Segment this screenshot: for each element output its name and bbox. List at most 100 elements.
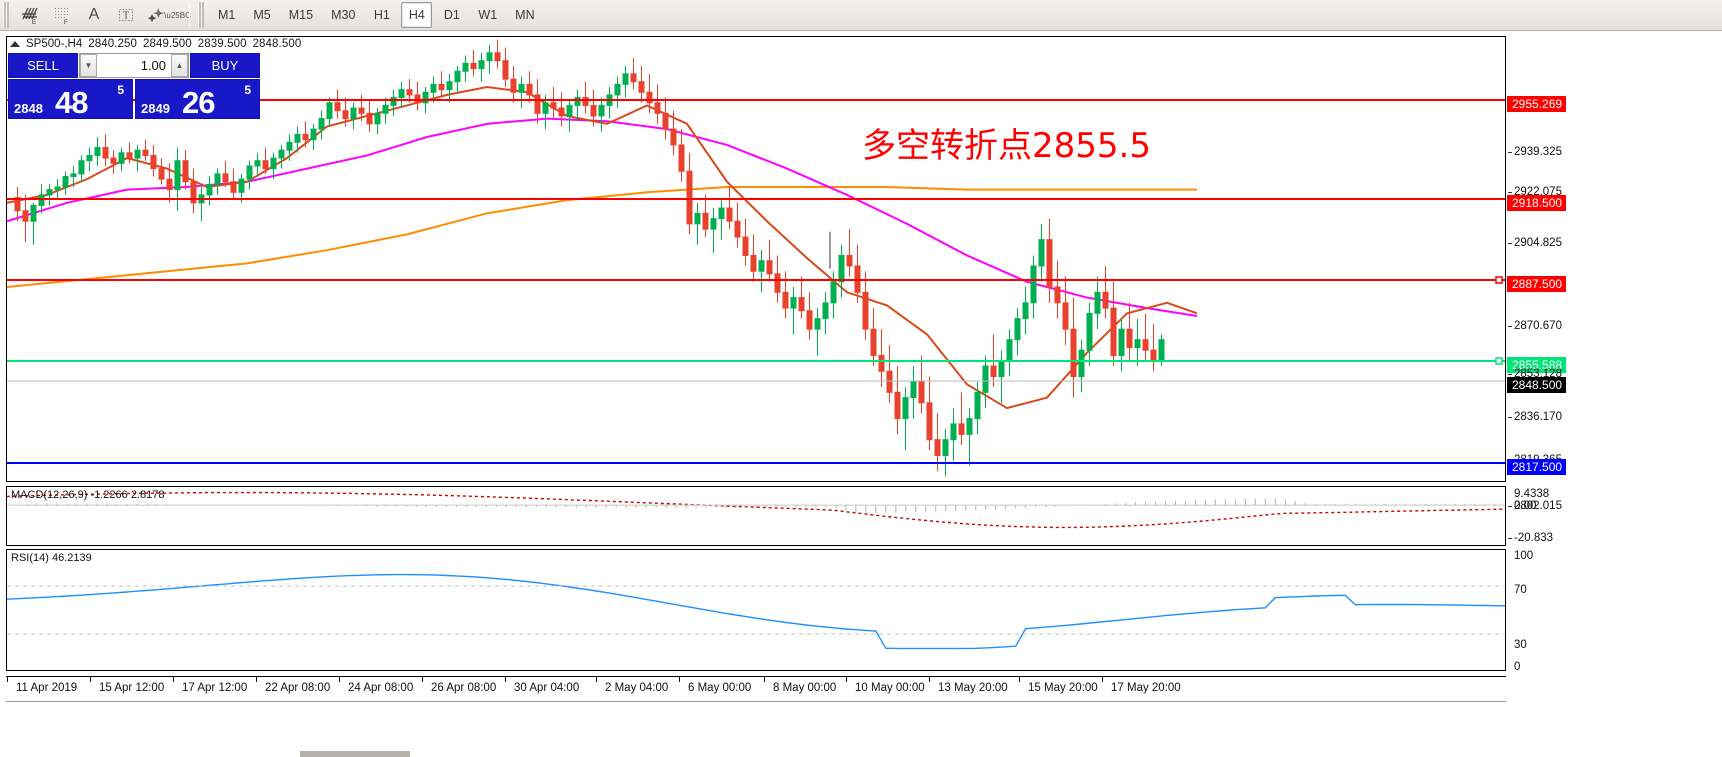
price-level-drag-handle[interactable] [1495,357,1503,365]
candlestick [102,134,109,166]
candlestick [1150,323,1157,372]
ohlc-open: 2840.250 [88,38,138,50]
candlestick [718,197,725,240]
candlestick [958,392,965,445]
candlestick [78,155,85,182]
bid-price-button[interactable]: 2848 48 5 [8,79,133,119]
timeframe-mn-button[interactable]: MN [515,8,535,22]
candlestick [470,50,477,77]
toolbar-drag-handle[interactable] [3,2,12,28]
candlestick [622,65,629,98]
timeframe-h1-button[interactable]: H1 [373,8,390,22]
candlestick [678,129,685,182]
macd-plot[interactable] [7,487,1505,545]
rsi-plot[interactable] [7,550,1505,670]
timeframe-m5-button[interactable]: M5 [253,8,271,22]
candlestick [302,121,309,148]
macd-panel[interactable]: MACD(12,26,9) -1.2266 2.8178 [6,486,1506,546]
text-tool-icon[interactable]: A [88,6,100,23]
price-level-label[interactable]: 2855.588 [1507,357,1567,373]
timeframe-m15-button[interactable]: M15 [288,8,314,22]
candlestick [262,147,269,174]
volume-increment-icon[interactable]: ▲ [171,54,188,77]
sell-button[interactable]: SELL [8,53,78,78]
rsi-y-axis: 100 70 30 0 [1506,549,1722,673]
candlestick [710,208,717,253]
candlestick [118,147,125,172]
candlestick [566,100,573,132]
time-tick-mark [929,677,930,682]
candlestick [1142,313,1149,361]
timeframe-w1-button[interactable]: W1 [478,8,498,22]
timeframe-h4-button[interactable]: H4 [401,2,433,28]
objects-icon[interactable] [143,2,169,28]
price-level-label[interactable]: 2817.500 [1507,459,1567,475]
bid-price-major: 48 [55,85,88,119]
macd-axis-tick: 0.00 [1507,500,1537,512]
price-level-label[interactable]: 2918.500 [1507,195,1567,211]
time-axis-tick: 15 May 20:00 [1019,677,1098,694]
candlestick [734,202,741,248]
buy-button[interactable]: BUY [190,53,260,78]
volume-input[interactable]: 1.00 [140,58,166,73]
chart-collapse-icon[interactable] [10,41,20,47]
candlestick [478,52,485,82]
time-axis-tick: 30 Apr 04:00 [505,677,579,694]
candlestick [446,73,453,103]
candlestick [1078,339,1085,393]
macd-signal-line [7,491,1505,529]
candlestick [70,165,77,188]
candlestick [1110,281,1117,366]
candlestick [534,79,541,124]
candlestick [942,429,949,477]
candlestick [190,168,197,214]
time-tick-label: 2 May 04:00 [605,682,669,694]
candlestick [806,292,813,340]
candlestick [758,250,765,293]
candlestick [1038,223,1045,282]
candlestick [14,187,21,222]
timeframe-m1-button[interactable]: M1 [218,8,236,22]
candlestick [278,144,285,169]
time-x-axis[interactable]: 11 Apr 2019 15 Apr 12:00 17 Apr 12:00 22 Ap… [6,676,1506,702]
objects-dropdown-caret-icon[interactable]: \u25BC [164,10,191,20]
chart-grid-icon[interactable]: F [47,2,77,28]
price-level-label[interactable]: 2887.500 [1507,276,1567,292]
candlestick [974,381,981,435]
candlestick [486,44,493,74]
timeframe-m30-button[interactable]: M30 [331,8,356,22]
candlestick [326,97,333,127]
text-label-icon[interactable]: T [111,2,141,28]
timeframe-bar-drag-handle[interactable] [198,2,207,28]
candlestick [350,102,357,130]
candlestick [638,65,645,103]
price-plot[interactable] [7,37,1505,481]
candlestick [374,108,381,135]
time-tick-label: 26 Apr 08:00 [431,682,497,694]
candlestick [558,92,565,127]
ask-price-button[interactable]: 2849 26 5 [135,79,260,119]
price-axis-tick: 2870.670 [1508,320,1562,332]
price-y-axis[interactable]: 2955.269 2939.325 2922.075 2918.500 2904.825… [1506,36,1722,512]
volume-stepper[interactable]: ▼ 1.00 ▲ [79,53,189,78]
candlestick [238,173,245,203]
ask-price-fraction: 5 [244,83,251,97]
rsi-panel[interactable]: RSI(14) 46.2139 [6,549,1506,671]
price-level-label[interactable]: 2955.269 [1507,96,1567,112]
timeframe-d1-button[interactable]: D1 [443,8,460,22]
candlestick [126,142,133,164]
time-tick-mark [90,677,91,682]
chart-area[interactable]: SP500-,H4 2840.250 2849.500 2839.500 284… [0,31,1722,757]
indicators-icon[interactable]: E [15,2,45,28]
candlestick [142,139,149,161]
price-level-drag-handle[interactable] [1495,276,1503,284]
price-level-label[interactable]: 2848.500 [1507,377,1567,393]
volume-decrement-icon[interactable]: ▼ [80,54,97,77]
candlestick [926,376,933,451]
chart-annotation-text[interactable]: 多空转折点2855.5 [862,126,1151,166]
candlestick [822,292,829,335]
one-click-trading-widget[interactable]: SELL ▼ 1.00 ▲ BUY 2848 48 5 2849 26 5 [8,53,260,119]
time-axis-tick: 17 May 20:00 [1102,677,1181,694]
time-tick-label: 17 May 20:00 [1111,682,1181,694]
candlestick [1062,276,1069,345]
